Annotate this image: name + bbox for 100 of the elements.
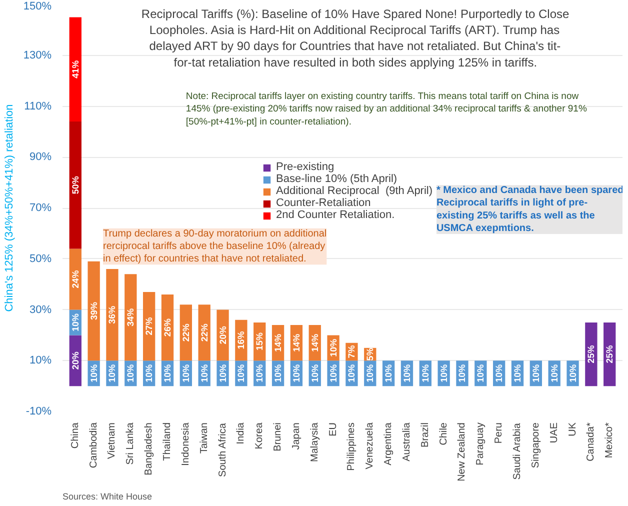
x-tick-label: Korea — [254, 422, 266, 450]
x-tick-label: New Zealand — [456, 422, 468, 482]
data-label: 14% — [291, 334, 302, 352]
data-label: 10% — [310, 364, 320, 382]
x-tick-label: Taiwan — [198, 422, 210, 454]
y-tick-label: 10% — [29, 354, 52, 367]
legend-label: Pre-existing — [276, 161, 334, 173]
data-label: 27% — [144, 317, 154, 336]
bar — [585, 322, 598, 386]
data-label: 10% — [457, 364, 468, 382]
x-tick-label: Thailand — [162, 422, 173, 461]
data-label: 10% — [236, 364, 246, 382]
x-tick-label: Chile — [438, 422, 450, 446]
bar — [88, 261, 100, 361]
data-label: 10% — [107, 364, 118, 382]
y-tick-label: -10% — [26, 406, 52, 418]
x-tick-label: Brunei — [272, 422, 284, 452]
data-label: 26% — [162, 318, 172, 337]
y-tick-label: 30% — [29, 304, 52, 316]
data-label: 24% — [70, 270, 80, 288]
data-label: 22% — [199, 324, 210, 342]
x-tick-label: Brazil — [420, 422, 431, 448]
text: Reciprocal Tariffs (%): Baseline of 10% Have Spared None! Purportedly to Close Loopholes. Asia is Hard-Hit on Additional Reciprocal Tariffs (ART). Trump has delayed ART by 90 days for Countries that have not retaliated. But China's tit-for-tat retaliation have resulted in both sides applying 125% in tariffs. — [141, 7, 570, 70]
x-tick-label: Philippines — [346, 422, 358, 471]
data-label: 16% — [236, 331, 246, 350]
data-label: 10% — [420, 364, 430, 382]
data-label: 10% — [218, 364, 228, 382]
y-tick-label: 50% — [29, 252, 52, 265]
annotation: Note: Reciprocal tariffs layer on existing country tariffs. This means total tariff on China is now 145% (pre-existing 20% tariffs now raised by an additional 34% reciprocal tariffs & another 91% [50%-pt+41%-pt] in counter-retaliation). — [186, 90, 588, 128]
x-tick-label: South Africa — [217, 422, 228, 477]
x-tick-label: Mexico* — [604, 422, 616, 458]
data-label: 25% — [586, 345, 596, 364]
data-label: 10% — [476, 364, 486, 382]
x-tick-label: Cambodia — [88, 422, 100, 468]
x-tick-label: Malaysia — [309, 422, 320, 462]
data-label: 10% — [199, 364, 210, 382]
data-label: 10% — [549, 364, 560, 382]
data-label: 10% — [530, 364, 541, 382]
x-tick-label: UAE — [548, 422, 560, 444]
y-tick-label: 150% — [23, 0, 52, 12]
legend-label: 2nd Counter Retaliation. — [276, 209, 395, 221]
data-label: 10% — [365, 364, 376, 382]
data-label: 10% — [568, 364, 578, 382]
x-tick-label: Canada* — [586, 422, 597, 462]
data-label: 20% — [218, 326, 228, 344]
data-label: 7% — [346, 345, 357, 358]
bar — [124, 274, 137, 361]
data-label: 5% — [365, 348, 376, 361]
y-tick-label: 70% — [29, 202, 52, 214]
data-label: 41% — [70, 60, 80, 78]
data-label: 10% — [126, 364, 136, 382]
x-tick-label: EU — [328, 422, 339, 436]
data-label: 10% — [70, 313, 80, 332]
x-tick-label: Vietnam — [106, 422, 118, 460]
data-label: 10% — [273, 364, 284, 382]
legend-label: Counter-Retaliation — [276, 197, 371, 209]
y-tick-label: 130% — [23, 49, 52, 62]
x-tick-label: China — [70, 422, 81, 449]
data-label: 10% — [402, 364, 412, 382]
data-label: 14% — [310, 334, 320, 352]
data-label: 10% — [494, 364, 504, 382]
data-label: 22% — [180, 324, 191, 342]
data-label: 10% — [291, 364, 302, 382]
y-tick-label: 110% — [24, 100, 52, 112]
data-label: 39% — [88, 302, 99, 320]
data-label: 10% — [144, 364, 154, 382]
data-label: 10% — [88, 364, 99, 382]
bar — [69, 17, 82, 122]
data-label: 10% — [162, 364, 172, 382]
source-note: Sources: White House — [62, 492, 152, 502]
x-tick-label: India — [236, 422, 247, 444]
x-tick-label: Venezuela — [364, 422, 376, 470]
data-label: 36% — [107, 306, 118, 324]
x-tick-label: Australia — [401, 422, 412, 462]
bar — [69, 122, 82, 249]
annotation: Trump declares a 90-day moratorium on additional rerciprocal tariffs above the baseline 10% (already in effect) for countries that have not retaliated. — [103, 228, 327, 265]
x-tick-label: Indonesia — [180, 422, 192, 466]
x-tick-label: Singapore — [530, 422, 542, 468]
data-label: 20% — [70, 352, 80, 370]
data-label: 50% — [70, 176, 80, 194]
x-tick-label: Sri Lanka — [125, 422, 136, 465]
data-label: 10% — [438, 364, 449, 382]
bar — [143, 292, 156, 361]
data-label: 34% — [126, 308, 136, 326]
data-label: 10% — [346, 364, 357, 382]
x-tick-label: Saudi Arabia — [512, 422, 523, 480]
data-label: 10% — [384, 364, 394, 382]
data-label: 10% — [180, 364, 191, 382]
x-tick-label: UK — [567, 422, 578, 436]
data-label: 10% — [512, 364, 522, 382]
y-tick-label: 90% — [29, 151, 52, 164]
x-tick-label: Argentina — [383, 422, 394, 466]
data-label: 10% — [328, 338, 338, 357]
x-tick-label: Peru — [494, 422, 505, 444]
data-label: 14% — [273, 334, 284, 352]
data-label: 10% — [254, 364, 265, 382]
data-label: 15% — [254, 332, 265, 351]
data-label: 25% — [604, 345, 615, 364]
bar — [106, 269, 118, 361]
legend-label: Base-line 10% (5th April) — [276, 173, 398, 185]
